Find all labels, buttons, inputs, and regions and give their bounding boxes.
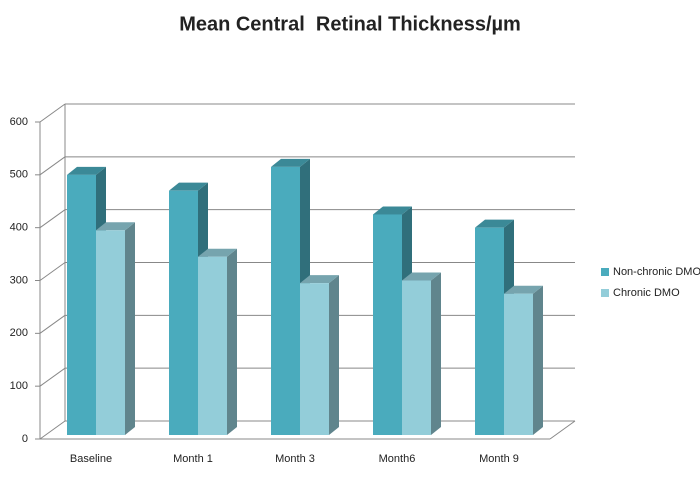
grid-line [39,314,66,334]
bar [169,190,198,435]
bar-side [125,222,135,435]
bar-top [402,272,441,281]
legend-swatch [601,289,609,297]
bar-side [533,285,543,435]
bar [271,166,300,436]
bar-side [227,248,237,435]
bar [96,230,125,435]
y-tick-label: 300 [10,274,28,286]
legend-swatch [601,268,609,276]
grid-line [39,367,66,387]
grid-line [39,420,66,440]
legend-label: Non-chronic DMO [613,266,700,278]
bar [373,214,402,435]
bar [504,293,533,435]
bar-top [300,275,339,284]
grid-line [39,156,66,176]
floor-line [549,420,576,440]
x-tick-label: Month 3 [275,453,315,465]
y-tick-label: 400 [10,222,28,234]
bar [300,283,329,435]
bar-top [504,285,543,294]
bar-top [475,219,514,228]
bar [402,280,431,435]
bar-top [373,206,412,215]
bar-side [329,275,339,435]
grid-line [39,103,66,123]
bar [198,256,227,435]
bar-top [198,248,237,257]
y-tick-label: 600 [10,116,28,128]
bar-top [67,166,106,175]
x-tick-label: Month 1 [173,453,213,465]
bar-top [169,182,208,191]
y-tick-label: 100 [10,380,28,392]
y-tick-label: 0 [22,433,28,445]
y-tick-label: 500 [10,169,28,181]
legend-label: Chronic DMO [613,287,680,299]
grid-line [39,209,66,229]
x-tick-label: Month6 [379,453,416,465]
x-tick-label: Month 9 [479,453,519,465]
bar-top [96,222,135,231]
y-tick-label: 200 [10,327,28,339]
grid-line [39,262,66,281]
bar [67,174,96,436]
bar [475,227,504,435]
bar-top [271,158,310,167]
bar-side [431,272,441,435]
x-tick-label: Baseline [70,453,112,465]
chart-title: Mean Central Retinal Thickness/µm [179,13,521,35]
